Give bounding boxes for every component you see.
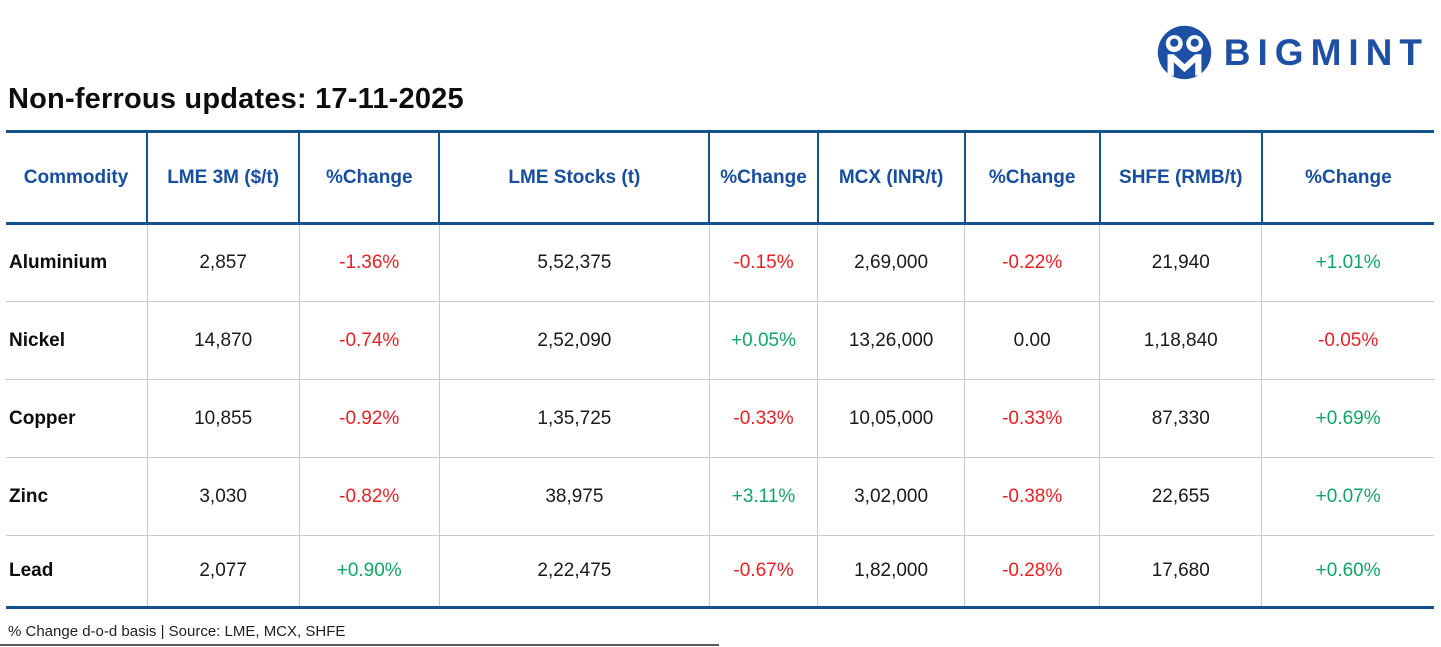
- column-header: Commodity: [6, 130, 148, 225]
- value-cell: 3,030: [146, 457, 300, 536]
- table-row: Zinc 3,030 -0.82% 38,975 +3.11% 3,02,000 -0.38…: [6, 457, 1434, 536]
- value-cell: -1.36%: [298, 223, 440, 302]
- bigmint-logo: BIGMINT: [1156, 24, 1429, 81]
- table-row: Copper 10,855 -0.92% 1,35,725 -0.33% 10,05,00…: [6, 379, 1434, 458]
- column-header: SHFE (RMB/t): [1098, 130, 1262, 225]
- value-cell: -0.15%: [708, 223, 818, 302]
- value-cell: 2,69,000: [817, 223, 965, 302]
- table-row: Lead 2,077 +0.90% 2,22,475 -0.67% 1,82,000 -0.…: [6, 535, 1434, 609]
- value-cell: -0.92%: [298, 379, 440, 458]
- column-header: MCX (INR/t): [816, 130, 965, 225]
- value-cell: +0.05%: [708, 301, 818, 380]
- commodity-name: Aluminium: [6, 223, 148, 302]
- value-cell: -0.82%: [298, 457, 440, 536]
- value-cell: -0.67%: [708, 535, 818, 609]
- value-cell: 2,52,090: [438, 301, 710, 380]
- value-cell: 1,82,000: [817, 535, 965, 609]
- table-header-row: Commodity LME 3M ($/t) %Change LME Stocks (…: [6, 130, 1434, 225]
- value-cell: -0.22%: [964, 223, 1100, 302]
- value-cell: -0.33%: [708, 379, 818, 458]
- value-cell: +3.11%: [708, 457, 818, 536]
- value-cell: +1.01%: [1261, 223, 1434, 302]
- column-header: %Change: [1260, 130, 1434, 225]
- bottom-divider: [0, 644, 719, 646]
- value-cell: +0.07%: [1261, 457, 1434, 536]
- bigmint-logo-text: BIGMINT: [1223, 31, 1429, 73]
- value-cell: -0.33%: [964, 379, 1100, 458]
- commodity-name: Lead: [6, 535, 148, 609]
- value-cell: 10,855: [146, 379, 300, 458]
- value-cell: 22,655: [1099, 457, 1262, 536]
- value-cell: 2,077: [146, 535, 300, 609]
- table-row: Nickel 14,870 -0.74% 2,52,090 +0.05% 13,26,00…: [6, 301, 1434, 380]
- column-header: LME Stocks (t): [438, 130, 710, 225]
- value-cell: -0.05%: [1261, 301, 1434, 380]
- value-cell: -0.28%: [964, 535, 1100, 609]
- column-header: %Change: [298, 130, 440, 225]
- column-header: %Change: [708, 130, 818, 225]
- value-cell: +0.69%: [1261, 379, 1434, 458]
- value-cell: 3,02,000: [817, 457, 965, 536]
- value-cell: 13,26,000: [817, 301, 965, 380]
- value-cell: +0.60%: [1261, 535, 1434, 609]
- value-cell: 17,680: [1099, 535, 1262, 609]
- value-cell: +0.90%: [298, 535, 440, 609]
- non-ferrous-table: Commodity LME 3M ($/t) %Change LME Stocks (…: [6, 130, 1434, 609]
- value-cell: 1,35,725: [438, 379, 710, 458]
- bigmint-logo-icon: [1157, 25, 1212, 80]
- value-cell: -0.38%: [964, 457, 1100, 536]
- value-cell: -0.74%: [298, 301, 440, 380]
- footnote: % Change d-o-d basis | Source: LME, MCX,…: [8, 623, 346, 640]
- value-cell: 38,975: [438, 457, 710, 536]
- value-cell: 5,52,375: [438, 223, 710, 302]
- value-cell: 14,870: [146, 301, 300, 380]
- value-cell: 0.00: [964, 301, 1100, 380]
- commodity-name: Copper: [6, 379, 148, 458]
- page-title: Non-ferrous updates: 17-11-2025: [8, 83, 464, 115]
- table-row: Aluminium 2,857 -1.36% 5,52,375 -0.15% 2,69,0…: [6, 223, 1434, 302]
- commodity-name: Zinc: [6, 457, 148, 536]
- column-header: LME 3M ($/t): [146, 130, 300, 225]
- commodity-name: Nickel: [6, 301, 148, 380]
- value-cell: 1,18,840: [1099, 301, 1262, 380]
- value-cell: 87,330: [1099, 379, 1262, 458]
- table-body: Aluminium 2,857 -1.36% 5,52,375 -0.15% 2,69,0…: [6, 223, 1434, 609]
- value-cell: 2,857: [146, 223, 300, 302]
- value-cell: 21,940: [1099, 223, 1262, 302]
- column-header: %Change: [963, 130, 1100, 225]
- value-cell: 2,22,475: [438, 535, 710, 609]
- value-cell: 10,05,000: [817, 379, 965, 458]
